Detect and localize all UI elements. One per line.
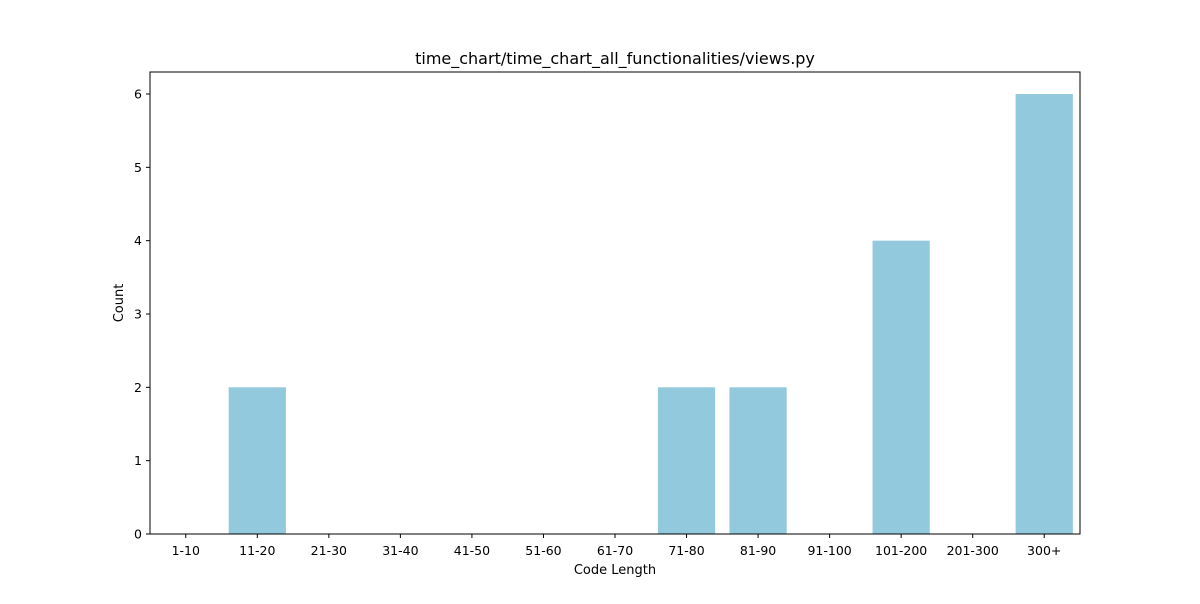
bar-11-20 xyxy=(228,387,286,534)
y-tick-label: 1 xyxy=(134,453,142,468)
x-tick-label: 1-10 xyxy=(172,543,200,558)
y-axis-ticks: 0 1 2 3 4 5 6 xyxy=(134,87,150,542)
y-tick-label: 5 xyxy=(134,160,142,175)
x-axis-label: Code Length xyxy=(574,563,656,578)
x-tick-label: 81-90 xyxy=(740,543,776,558)
bar-101-200 xyxy=(872,240,930,535)
bar-300+ xyxy=(1015,94,1073,534)
y-tick-label: 0 xyxy=(134,527,142,542)
x-axis-ticks: 1-10 11-20 21-30 31-40 41-50 51-60 61-70 71-80 8… xyxy=(172,534,1061,558)
y-tick-label: 4 xyxy=(134,233,142,248)
x-tick-label: 300+ xyxy=(1027,543,1061,558)
x-tick-label: 91-100 xyxy=(807,543,851,558)
x-tick-label: 21-30 xyxy=(311,543,347,558)
plot-frame xyxy=(149,71,1081,535)
bars-layer xyxy=(228,94,1073,535)
x-tick-label: 71-80 xyxy=(668,543,704,558)
y-tick-label: 3 xyxy=(134,307,142,322)
bar-81-90 xyxy=(729,387,787,534)
x-tick-label: 201-300 xyxy=(947,543,999,558)
x-tick-label: 61-70 xyxy=(597,543,633,558)
chart-title: time_chart/time_chart_all_functionalitie… xyxy=(415,49,815,69)
y-axis-label: Count xyxy=(112,284,127,323)
bar-71-80 xyxy=(657,387,716,534)
x-tick-label: 101-200 xyxy=(875,543,927,558)
x-tick-label: 31-40 xyxy=(382,543,418,558)
y-tick-label: 6 xyxy=(134,87,142,102)
x-tick-label: 41-50 xyxy=(454,543,490,558)
x-tick-label: 51-60 xyxy=(525,543,561,558)
x-tick-label: 11-20 xyxy=(239,543,275,558)
y-tick-label: 2 xyxy=(134,380,142,395)
